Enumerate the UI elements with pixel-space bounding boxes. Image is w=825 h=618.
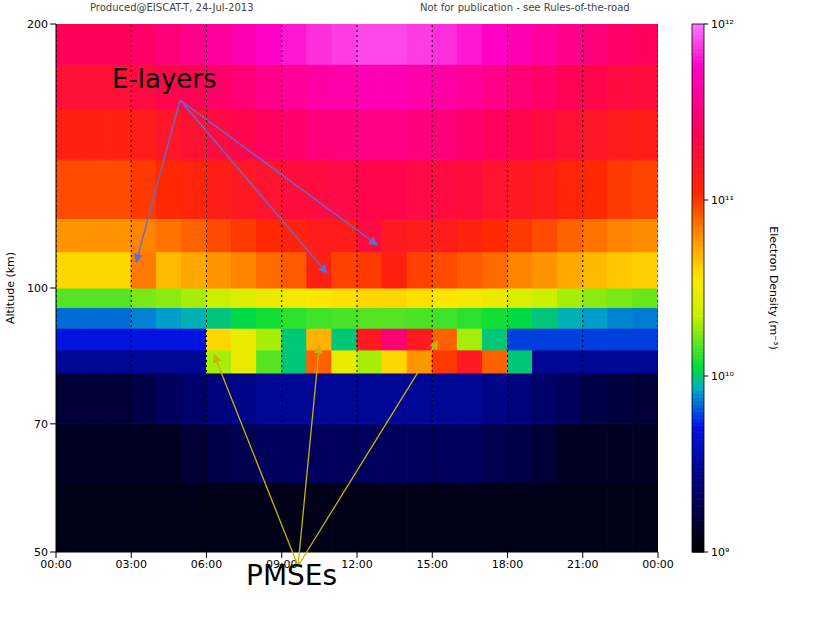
svg-text:100: 100 [27,282,48,295]
svg-text:12:00: 12:00 [341,558,373,571]
svg-text:03:00: 03:00 [115,558,147,571]
svg-text:200: 200 [27,18,48,31]
svg-text:10¹¹: 10¹¹ [711,194,734,207]
html-text:Not for publication - see Rule: Not for publication - see Rules-of-the-r… [420,2,630,13]
svg-text:06:00: 06:00 [191,558,223,571]
svg-text:00:00: 00:00 [40,558,72,571]
svg-text:70: 70 [34,418,48,431]
svg-text:15:00: 15:00 [416,558,448,571]
html-text:E-layers: E-layers [112,64,217,94]
svg-text:50: 50 [34,546,48,559]
svg-text:10¹⁰: 10¹⁰ [711,370,734,383]
svg-text:00:00: 00:00 [642,558,674,571]
svg-text:Altitude (km): Altitude (km) [4,252,17,324]
svg-text:Electron Density (m⁻³): Electron Density (m⁻³) [767,226,780,349]
html-text:PMSEs: PMSEs [246,559,338,592]
svg-text:21:00: 21:00 [567,558,599,571]
html-text:Produced@EISCAT-T, 24-Jul-2013: Produced@EISCAT-T, 24-Jul-2013 [90,2,254,13]
svg-text:18:00: 18:00 [492,558,524,571]
svg-text:10¹²: 10¹² [711,18,734,31]
svg-text:10⁹: 10⁹ [711,546,729,559]
